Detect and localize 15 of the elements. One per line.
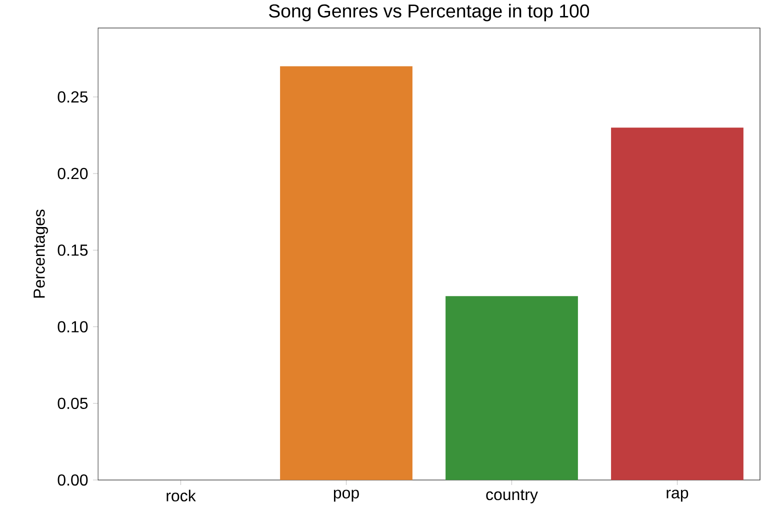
y-tick-label: 0.25 <box>58 91 88 103</box>
x-tick-label: country <box>486 490 538 504</box>
x-tick-label: pop <box>334 490 359 502</box>
y-tick-label: 0.15 <box>58 244 88 256</box>
y-tick-label: 0.20 <box>58 168 88 180</box>
bar <box>446 296 578 480</box>
bar <box>611 128 744 480</box>
x-tick-label: rock <box>166 490 196 502</box>
y-tick-label: 0.00 <box>58 474 88 486</box>
y-tick-label: 0.10 <box>58 321 88 332</box>
chart-title: Song Genres vs Percentage in top 100 <box>269 4 590 22</box>
y-axis-title: Percentages <box>34 210 48 298</box>
bar <box>280 66 412 480</box>
x-tick-label: rap <box>666 490 688 502</box>
y-tick-label: 0.05 <box>58 398 88 410</box>
